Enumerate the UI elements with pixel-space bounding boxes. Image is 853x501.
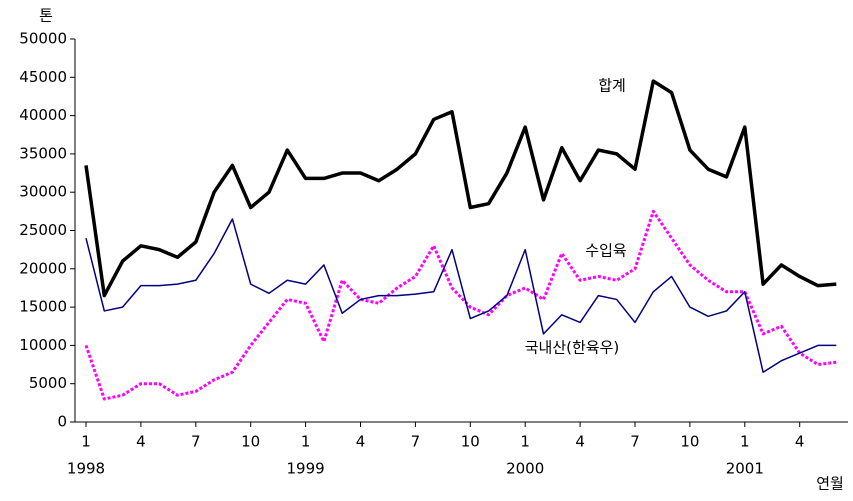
- y-tick-label: 10000: [19, 336, 67, 354]
- y-tick-label: 0: [57, 413, 67, 431]
- x-axis-label: 연월: [816, 475, 844, 493]
- x-tick-label: 10: [241, 433, 260, 451]
- series-line: [85, 218, 837, 373]
- y-tick-label: 5000: [29, 374, 67, 392]
- x-tick-label: 4: [356, 433, 366, 451]
- y-tick-label: 50000: [19, 30, 67, 48]
- x-tick-label: 7: [630, 433, 640, 451]
- series-label: 국내산(한육우): [525, 339, 620, 357]
- x-tick-label: 1: [81, 433, 91, 451]
- y-tick-label: 35000: [19, 144, 67, 162]
- y-tick-label: 20000: [19, 259, 67, 277]
- year-label: 2001: [726, 460, 764, 478]
- y-tick-label: 45000: [19, 68, 67, 86]
- x-tick-label: 1: [301, 433, 311, 451]
- x-tick-label: 7: [191, 433, 201, 451]
- x-tick-label: 4: [136, 433, 146, 451]
- year-label: 1999: [287, 460, 325, 478]
- series-label: 합계: [598, 77, 626, 95]
- year-label: 2000: [506, 460, 544, 478]
- series-label: 수입육: [585, 242, 626, 260]
- y-tick-label: 40000: [19, 106, 67, 124]
- series-line: [84, 79, 837, 298]
- y-tick-label: 30000: [19, 183, 67, 201]
- y-tick-label: 25000: [19, 221, 67, 239]
- y-axis-label: 톤: [39, 7, 53, 25]
- x-tick-label: 4: [795, 433, 805, 451]
- x-tick-label: 4: [575, 433, 585, 451]
- x-tick-label: 10: [461, 433, 480, 451]
- x-tick-label: 1: [740, 433, 750, 451]
- x-tick-label: 10: [680, 433, 699, 451]
- x-tick-label: 1: [520, 433, 530, 451]
- y-tick-label: 15000: [19, 298, 67, 316]
- x-tick-label: 7: [411, 433, 421, 451]
- year-label: 1998: [67, 460, 105, 478]
